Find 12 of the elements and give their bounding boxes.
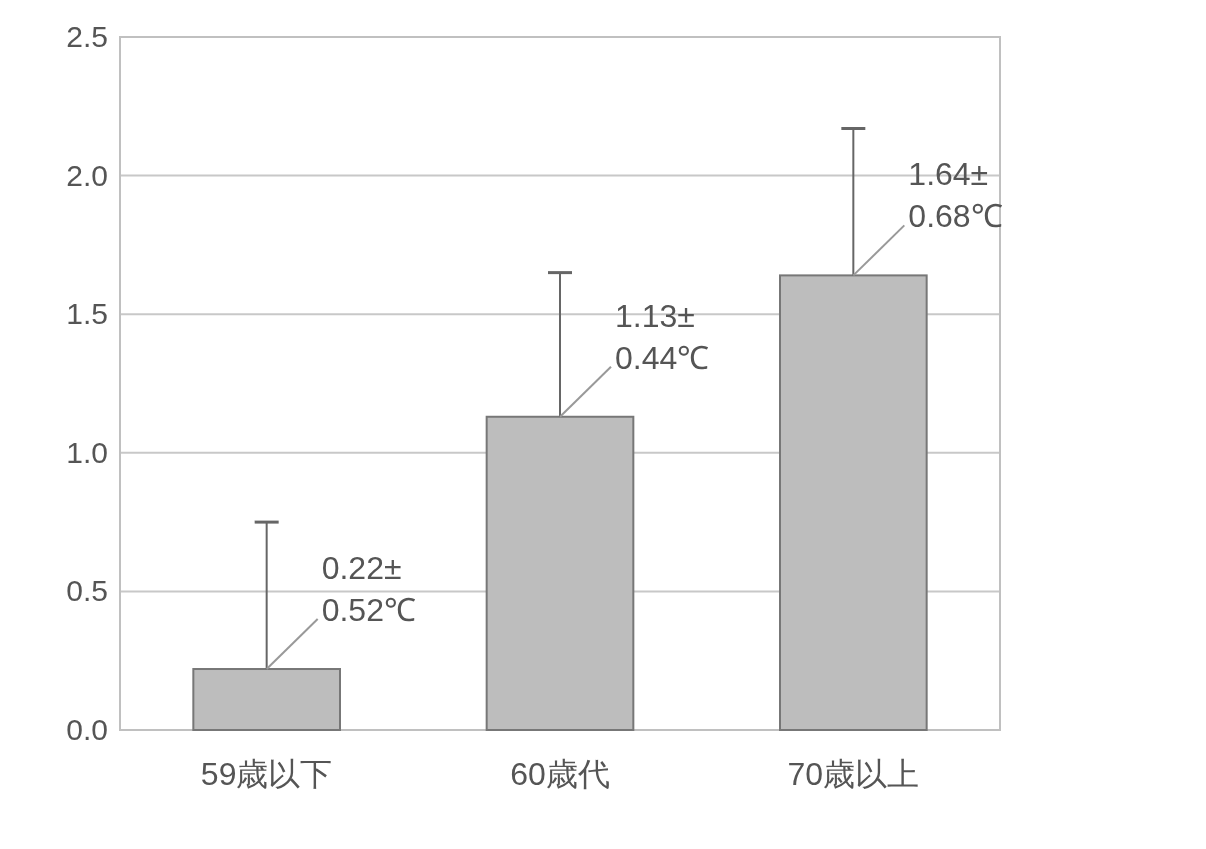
x-tick-label: 59歳以下: [200, 756, 333, 792]
annotation: 1.13± 0.44℃: [615, 297, 710, 376]
annotation: 1.64± 0.68℃: [908, 156, 1003, 235]
y-tick-label: 1.5: [66, 297, 108, 331]
y-tick-label: 2.0: [66, 158, 108, 192]
y-tick-label: 0.0: [66, 713, 108, 746]
y-tick-label: 1.0: [66, 435, 108, 469]
y-tick-label: 2.5: [66, 20, 108, 53]
annotation: 0.22± 0.52℃: [321, 550, 416, 629]
x-tick-label: 70歳以上: [787, 756, 920, 792]
y-tick-label: 0.5: [66, 574, 108, 608]
x-tick-label: 60歳代: [510, 756, 610, 792]
